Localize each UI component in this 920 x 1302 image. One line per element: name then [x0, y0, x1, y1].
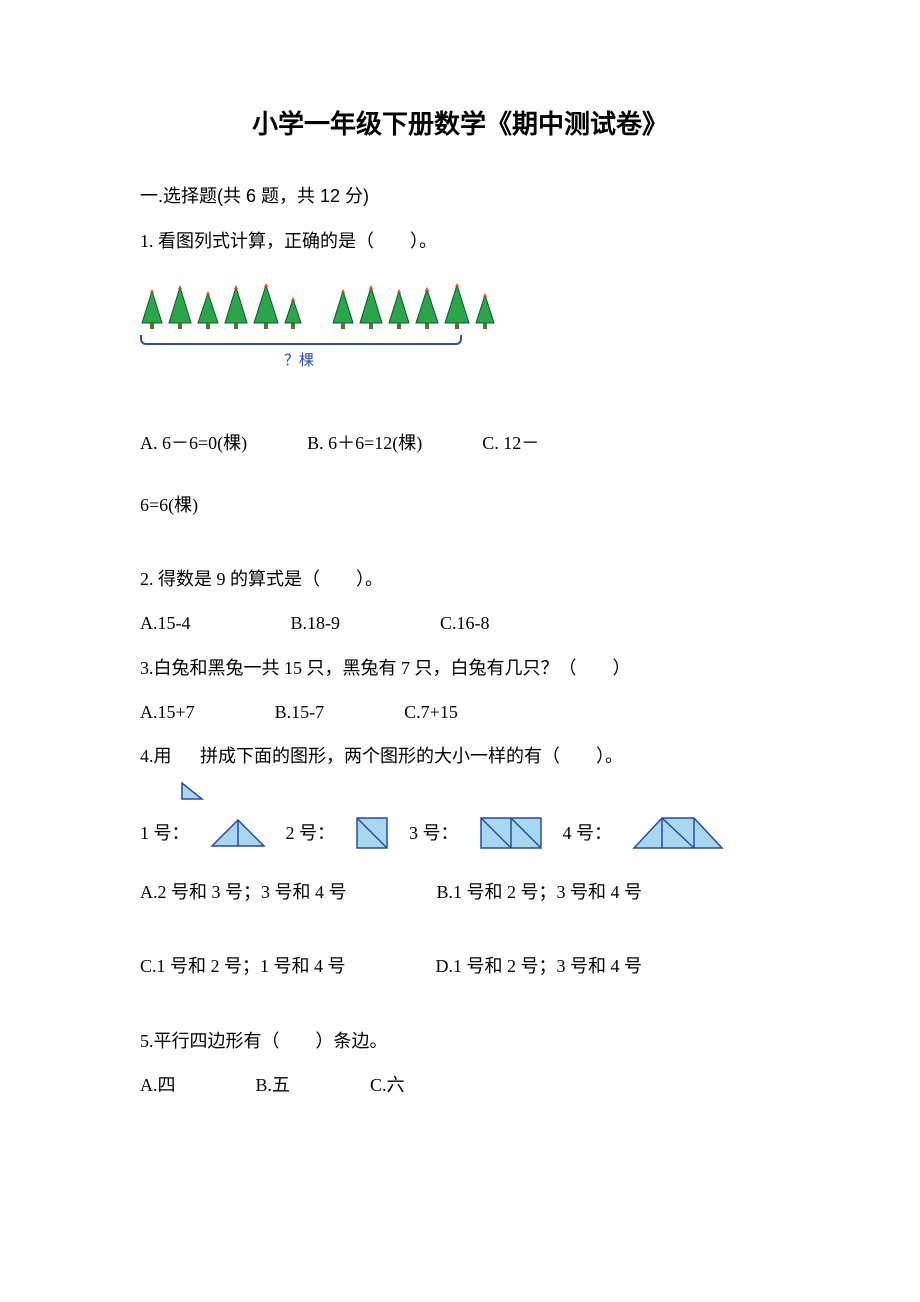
q1-text: 1. 看图列式计算，正确的是（ ）。 — [140, 224, 780, 258]
q1-trees-row — [140, 283, 780, 331]
q4-label-1: 1 号： — [140, 816, 190, 850]
q4-text: 4.用 拼成下面的图形，两个图形的大小一样的有（ ）。 — [140, 739, 780, 773]
q5-opt-a: A.四 — [140, 1068, 176, 1102]
q5-text: 5.平行四边形有（ ）条边。 — [140, 1024, 780, 1058]
q1-bracket-label: ？棵 — [140, 347, 458, 376]
q4-opt-b: B.1 号和 2 号；3 号和 4 号 — [437, 875, 643, 909]
shape-4-icon — [632, 816, 724, 850]
tree-icon — [443, 283, 471, 331]
q5-opt-c: C.六 — [370, 1068, 405, 1102]
shape-2-icon — [355, 816, 389, 850]
q1-tree-group-left — [140, 283, 303, 331]
tree-icon — [331, 289, 355, 331]
q4-label-3: 3 号： — [409, 816, 459, 850]
q2-opt-b: B.18-9 — [291, 606, 341, 640]
q4-label-2: 2 号： — [286, 816, 336, 850]
q4-opt-row2: C.1 号和 2 号；1 号和 4 号 D.1 号和 2 号；3 号和 4 号 — [140, 949, 780, 983]
q4-text-pre: 4.用 — [140, 746, 172, 766]
section-heading: 一.选择题(共 6 题，共 12 分) — [140, 179, 780, 213]
q2-opt-a: A.15-4 — [140, 606, 191, 640]
q4-label-4: 4 号： — [563, 816, 613, 850]
q1-opt-c-cont: 6=6(棵) — [140, 488, 780, 522]
tree-icon — [474, 293, 496, 331]
q1-opt-b: B. 6＋6=12(棵) — [307, 426, 422, 460]
q1-bracket: ？棵 — [140, 335, 458, 376]
q1-opt-c: C. 12－ — [482, 426, 539, 460]
tree-icon — [283, 297, 303, 331]
q1-options: A. 6－6=0(棵) B. 6＋6=12(棵) C. 12－ — [140, 426, 780, 460]
tree-icon — [252, 283, 280, 331]
q3-opt-a: A.15+7 — [140, 695, 195, 729]
page: 小学一年级下册数学《期中测试卷》 一.选择题(共 6 题，共 12 分) 1. … — [0, 0, 920, 1190]
q4-opt-d: D.1 号和 2 号；3 号和 4 号 — [436, 949, 643, 983]
tree-icon — [167, 285, 193, 331]
tree-icon — [414, 287, 440, 331]
q2-text: 2. 得数是 9 的算式是（ ）。 — [140, 562, 780, 596]
tree-icon — [387, 289, 411, 331]
tree-icon — [140, 289, 164, 331]
bracket-icon — [140, 335, 462, 345]
q5-opt-b: B.五 — [256, 1068, 291, 1102]
q4-opt-c: C.1 号和 2 号；1 号和 4 号 — [140, 949, 346, 983]
q4-shapes: 1 号： 2 号： 3 号： 4 号： — [140, 816, 780, 850]
tree-icon — [358, 285, 384, 331]
q2-options: A.15-4 B.18-9 C.16-8 — [140, 606, 780, 640]
q1-opt-a: A. 6－6=0(棵) — [140, 426, 247, 460]
q1-figure: ？棵 — [140, 283, 780, 378]
q1-tree-group-right — [331, 283, 496, 331]
q5-options: A.四 B.五 C.六 — [140, 1068, 780, 1102]
q3-opt-b: B.15-7 — [275, 695, 325, 729]
q3-opt-c: C.7+15 — [404, 695, 458, 729]
q4-opt-row1: A.2 号和 3 号；3 号和 4 号 B.1 号和 2 号；3 号和 4 号 — [140, 875, 780, 909]
q4-text-post: 拼成下面的图形，两个图形的大小一样的有（ ）。 — [200, 746, 623, 766]
q3-options: A.15+7 B.15-7 C.7+15 — [140, 695, 780, 729]
q3-text: 3.白兔和黑兔一共 15 只，黑兔有 7 只，白兔有几只？（ ） — [140, 651, 780, 685]
shape-3-icon — [479, 816, 543, 850]
q4-opt-a: A.2 号和 3 号；3 号和 4 号 — [140, 875, 347, 909]
q4-piece-icon — [180, 781, 780, 801]
page-title: 小学一年级下册数学《期中测试卷》 — [140, 100, 780, 149]
shape-1-icon — [210, 818, 266, 848]
tree-icon — [223, 285, 249, 331]
q2-opt-c: C.16-8 — [440, 606, 490, 640]
tree-icon — [196, 291, 220, 331]
